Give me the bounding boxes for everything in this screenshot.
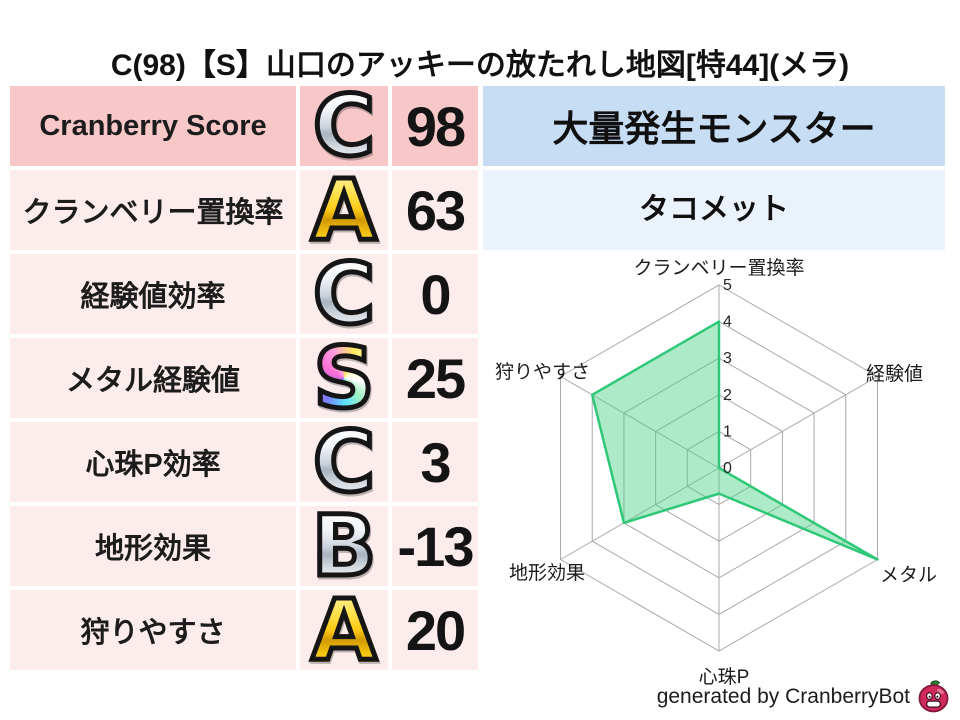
stat-label: 心珠P効率: [10, 422, 296, 502]
page-title: C(98)【S】山口のアッキーの放たれし地図[特44](メラ): [110, 49, 850, 82]
stat-value: 63: [392, 170, 478, 250]
radar-axis-line: [560, 376, 720, 469]
radar-tick-label: 5: [723, 277, 732, 294]
stat-label: 狩りやすさ: [10, 590, 296, 670]
footer: generated by CranberryBot: [657, 679, 952, 714]
grade-cell: C: [300, 86, 388, 166]
radar-tick-label: 1: [723, 423, 732, 440]
stat-value: 98: [392, 86, 478, 166]
grade-cell: C: [300, 422, 388, 502]
radar-axis-label: 心珠P: [699, 666, 750, 688]
radar-tick-label: 2: [723, 387, 732, 404]
grade-cell: A: [300, 170, 388, 250]
radar-axis-label: メタル: [880, 564, 937, 586]
radar-axis-label: 狩りやすさ: [495, 361, 590, 383]
stat-value: 25: [392, 338, 478, 418]
cranberry-bot-icon: [918, 680, 949, 713]
radar-axis-label: クランベリー置換率: [633, 257, 804, 279]
grade-cell: B: [300, 506, 388, 586]
stat-value: -13: [392, 506, 478, 586]
grade-letter: S: [311, 338, 376, 418]
grade-letter: C: [311, 422, 378, 502]
credit-text: generated by CranberryBot: [656, 684, 910, 708]
stat-value: 20: [392, 590, 478, 670]
grade-letter: A: [309, 170, 379, 250]
grade-cell: C: [300, 254, 388, 334]
monster-name: タコメット: [483, 170, 945, 250]
grade-cell: A: [300, 590, 388, 670]
stat-label: 地形効果: [10, 506, 296, 586]
stat-label: 経験値効率: [10, 254, 296, 334]
radar-tick-label: 4: [723, 314, 732, 331]
grade-letter: B: [309, 506, 378, 586]
radar-tick-label: 0: [723, 460, 732, 477]
radar-axis-label: 経験値: [866, 363, 923, 385]
radar-data-polygon: [590, 320, 879, 561]
stat-label: Cranberry Score: [10, 86, 296, 166]
stat-label: クランベリー置換率: [10, 170, 296, 250]
radar-axis-line: [718, 376, 878, 469]
radar-chart: 0 1 2 3 4 5 クランベリー置換率経験値メタル心珠P 地形効果 狩りやすさ: [480, 250, 960, 710]
monster-panel-header: 大量発生モンスター: [483, 86, 945, 166]
grade-letter: C: [311, 254, 378, 334]
stat-value: 3: [392, 422, 478, 502]
radar-tick-label: 3: [723, 350, 732, 367]
radar-axis-label: 地形効果: [509, 562, 585, 584]
stats-table: Cranberry Score C 98 クランベリー置換率 A 63 経験値効率 C 0 メタル…: [10, 86, 478, 670]
radar-axis-line: [560, 467, 720, 560]
grade-cell: S: [300, 338, 388, 418]
grade-letter: A: [309, 590, 379, 670]
stat-label: メタル経験値: [10, 338, 296, 418]
stat-value: 0: [392, 254, 478, 334]
grade-letter: C: [311, 86, 378, 166]
